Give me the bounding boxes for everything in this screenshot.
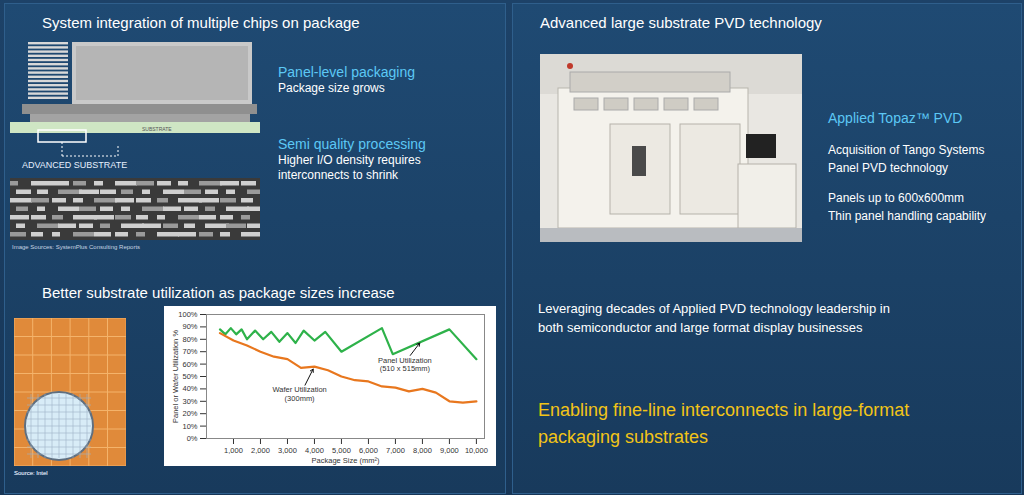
svg-text:1,000: 1,000 — [224, 446, 243, 455]
html-text:Semi quality processing: Semi quality processing — [278, 136, 426, 152]
html-text:Image Sources: SystemPlus Cons: Image Sources: SystemPlus Consulting Rep… — [12, 244, 141, 250]
svg-text:20%: 20% — [182, 409, 197, 418]
svg-text:80%: 80% — [182, 335, 197, 344]
svg-text:6,000: 6,000 — [359, 446, 378, 455]
html-text:Package size grows: Package size grows — [278, 81, 385, 95]
svg-text:8,000: 8,000 — [413, 446, 432, 455]
html-text:Leveraging decades of Applied: Leveraging decades of Applied PVD techno… — [538, 301, 890, 316]
html-text:interconnects to shrink: interconnects to shrink — [278, 168, 399, 182]
svg-text:3,000: 3,000 — [278, 446, 297, 455]
svg-text:10%: 10% — [182, 422, 197, 431]
svg-text:4,000: 4,000 — [305, 446, 324, 455]
svg-text:70%: 70% — [182, 347, 197, 356]
html-text:Enabling fine-line interconnec: Enabling fine-line interconnects in larg… — [538, 400, 910, 420]
svg-text:0%: 0% — [187, 434, 198, 443]
html-text:Thin panel handling capability: Thin panel handling capability — [828, 209, 987, 223]
html-text:Source: Intel: Source: Intel — [14, 470, 48, 476]
svg-text:30%: 30% — [182, 397, 197, 406]
html-text:Advanced large substrate PVD t: Advanced large substrate PVD technology — [540, 14, 822, 31]
html-text:packaging substrates: packaging substrates — [538, 427, 709, 447]
svg-text:40%: 40% — [182, 384, 197, 393]
html-text:System integration of multiple: System integration of multiple chips on … — [42, 14, 360, 31]
svg-text:5,000: 5,000 — [332, 446, 351, 455]
svg-text:90%: 90% — [182, 322, 197, 331]
html-text:ADVANCED SUBSTRATE: ADVANCED SUBSTRATE — [22, 160, 128, 170]
html-text:Panels up to 600x600mm: Panels up to 600x600mm — [828, 191, 965, 205]
svg-text:Panel or Wafer Utilization %: Panel or Wafer Utilization % — [171, 330, 180, 423]
html-text:both semiconductor and large f: both semiconductor and large format disp… — [538, 320, 863, 335]
svg-text:7,000: 7,000 — [386, 446, 405, 455]
svg-text:Package Size (mm²): Package Size (mm²) — [312, 456, 380, 465]
html-text:Panel-level packaging: Panel-level packaging — [278, 64, 415, 80]
html-text:Applied Topaz™ PVD: Applied Topaz™ PVD — [828, 110, 963, 126]
svg-text:50%: 50% — [182, 372, 197, 381]
svg-text:2,000: 2,000 — [251, 446, 270, 455]
html-text:Better substrate utilization a: Better substrate utilization as package … — [42, 284, 395, 301]
html-text:Higher I/O density requires: Higher I/O density requires — [278, 153, 421, 167]
svg-text:60%: 60% — [182, 360, 197, 369]
svg-text:9,000: 9,000 — [440, 446, 459, 455]
svg-text:10,000: 10,000 — [465, 446, 488, 455]
svg-text:SUBSTRATE: SUBSTRATE — [142, 126, 172, 132]
html-text:Panel PVD technology: Panel PVD technology — [828, 161, 949, 175]
svg-text:Panel Utilization(510 x 515mm): Panel Utilization(510 x 515mm) — [378, 356, 432, 373]
html-text:Acquisition of Tango Systems: Acquisition of Tango Systems — [828, 143, 985, 157]
svg-text:100%: 100% — [178, 310, 198, 319]
svg-text:Wafer Utilization(300mm): Wafer Utilization(300mm) — [272, 385, 326, 402]
